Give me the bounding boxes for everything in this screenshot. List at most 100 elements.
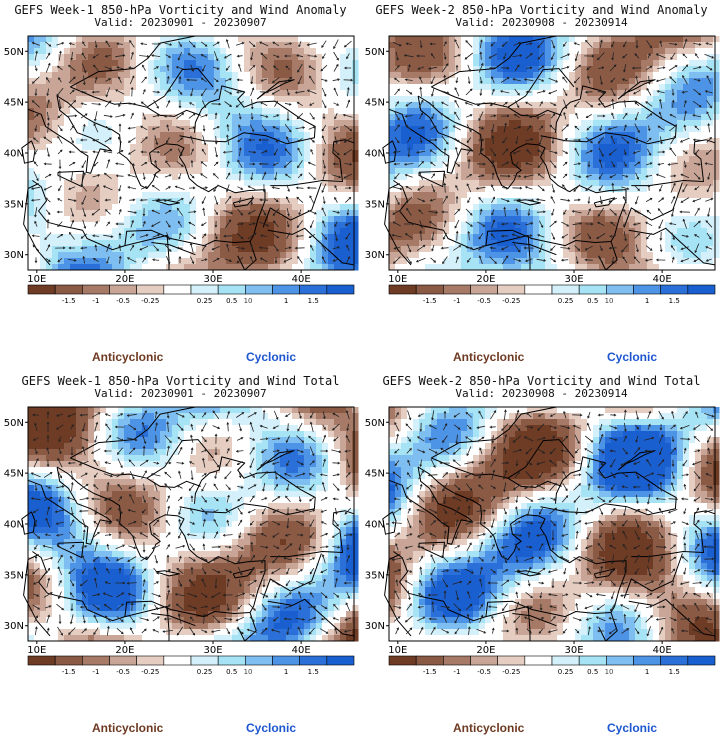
colorbar-swatch [190, 284, 219, 295]
panel-title: GEFS Week-2 850-hPa Vorticity and Wind A… [375, 3, 708, 17]
colorbar-tick-label: -1.5 [423, 668, 437, 676]
colorbar-swatch [606, 655, 634, 666]
cyclonic-label: Cyclonic [607, 721, 658, 735]
panel-valid-dates: Valid: 20230901 - 20230907 [94, 16, 267, 29]
colorbar-swatch [470, 284, 498, 295]
colorbar-swatch [633, 655, 661, 666]
panel-week2-anomaly: GEFS Week-2 850-hPa Vorticity and Wind A… [361, 0, 722, 371]
cyclonic-label: Cyclonic [607, 350, 658, 364]
colorbar-swatch [551, 655, 580, 666]
lat-tick-label: 40N [4, 149, 24, 160]
panel-valid-dates: Valid: 20230901 - 20230907 [94, 387, 267, 400]
colorbar-tick-label: 1.5 [308, 668, 319, 676]
colorbar-swatch [163, 655, 192, 666]
colorbar-swatch [82, 655, 110, 666]
colorbar-tick-label: 0.25 [197, 668, 213, 676]
colorbar-tick-label: 1 [284, 668, 288, 676]
colorbar-swatch [551, 284, 580, 295]
colorbar-tick-label: -0.5 [116, 297, 130, 305]
lon-tick-label: 20E [476, 645, 495, 656]
colorbar-swatch [687, 655, 716, 666]
vorticity-shading [28, 407, 359, 642]
colorbar-tick-label: 1.5 [669, 668, 680, 676]
colorbar-swatch [109, 655, 137, 666]
colorbar-tick-label: -0.25 [141, 297, 159, 305]
lon-tick-label: 40E [653, 274, 672, 285]
vorticity-map: 50N 45N 40N 35N 30N 10E 20E 30E 40E -1.5 -1 -0.5 -0.… [4, 35, 359, 305]
colorbar: -1.5 -1 -0.5 -0.25 0.25 0.5 1 1.5 10 [388, 655, 716, 676]
coastlines [21, 35, 355, 271]
lat-tick-label: 35N [4, 199, 24, 210]
colorbar-tick-label: 0.5 [587, 297, 598, 305]
colorbar-tick-label: 0.25 [558, 668, 574, 676]
lat-tick-label: 50N [4, 418, 24, 429]
anticyclonic-label: Anticyclonic [453, 350, 525, 364]
colorbar-swatch [578, 655, 607, 666]
colorbar-tick-label: -1 [453, 668, 460, 676]
lat-tick-label: 30N [365, 621, 385, 632]
colorbar-swatch [272, 284, 300, 295]
colorbar-swatch [415, 655, 444, 666]
lon-tick-label: 20E [115, 645, 134, 656]
lon-tick-label: 10E [27, 274, 46, 285]
lat-tick-label: 45N [365, 98, 385, 109]
lon-tick-label: 30E [204, 274, 223, 285]
colorbar-tick-label: 1 [645, 297, 649, 305]
panel-valid-dates: Valid: 20230908 - 20230914 [455, 387, 628, 400]
colorbar-swatch [497, 655, 526, 666]
colorbar-scale-label: 10 [244, 668, 253, 676]
lat-tick-label: 50N [365, 418, 385, 429]
panel-week1-total: GEFS Week-1 850-hPa Vorticity and Wind T… [0, 371, 361, 742]
colorbar-swatch [109, 284, 137, 295]
colorbar-tick-label: 0.5 [587, 668, 598, 676]
colorbar-tick-label: 0.5 [226, 297, 237, 305]
colorbar-swatch [606, 284, 634, 295]
wind-vectors [30, 38, 354, 265]
colorbar-tick-label: 1 [645, 668, 649, 676]
colorbar-swatch [578, 284, 607, 295]
colorbar-swatch [217, 284, 246, 295]
colorbar-swatch [524, 284, 553, 295]
colorbar-swatch [299, 655, 328, 666]
panel-valid-dates: Valid: 20230908 - 20230914 [455, 16, 628, 29]
lat-tick-label: 30N [4, 621, 24, 632]
vorticity-map: 50N 45N 40N 35N 30N 10E 20E 30E 40E -1.5 -1 -0.5 -0.… [365, 35, 720, 305]
wind-vectors [391, 38, 715, 265]
lon-tick-label: 40E [653, 645, 672, 656]
colorbar-tick-label: -1 [92, 668, 99, 676]
panel-title: GEFS Week-1 850-hPa Vorticity and Wind A… [14, 3, 347, 17]
colorbar-scale-label: 10 [244, 297, 253, 305]
colorbar-swatch [443, 284, 471, 295]
cyclonic-label: Cyclonic [246, 350, 297, 364]
colorbar-swatch [217, 655, 246, 666]
lat-tick-label: 35N [4, 570, 24, 581]
colorbar-tick-label: -1 [453, 297, 460, 305]
colorbar-tick-label: -0.5 [116, 668, 130, 676]
colorbar-swatch [633, 284, 661, 295]
lat-tick-label: 35N [365, 570, 385, 581]
lon-tick-label: 40E [292, 645, 311, 656]
colorbar-tick-label: -1.5 [62, 297, 76, 305]
colorbar-swatch [54, 655, 83, 666]
colorbar-tick-label: -0.5 [477, 668, 491, 676]
colorbar-tick-label: 1.5 [308, 297, 319, 305]
lat-tick-label: 35N [365, 199, 385, 210]
colorbar-swatch [190, 655, 219, 666]
anticyclonic-label: Anticyclonic [92, 350, 164, 364]
colorbar-swatch [660, 655, 689, 666]
colorbar-swatch [163, 284, 192, 295]
colorbar-scale-label: 10 [605, 668, 614, 676]
lat-tick-label: 40N [4, 520, 24, 531]
lon-tick-label: 30E [204, 645, 223, 656]
colorbar-swatch [245, 655, 273, 666]
panel-week1-anomaly: GEFS Week-1 850-hPa Vorticity and Wind A… [0, 0, 361, 371]
colorbar-swatch [470, 655, 498, 666]
colorbar-swatch [136, 655, 165, 666]
colorbar: -1.5 -1 -0.5 -0.25 0.25 0.5 1 1.5 10 [27, 655, 355, 676]
lon-tick-label: 10E [27, 645, 46, 656]
colorbar-swatch [245, 284, 273, 295]
colorbar-swatch [27, 655, 56, 666]
colorbar-tick-label: -0.25 [502, 297, 520, 305]
lon-tick-label: 30E [565, 645, 584, 656]
colorbar-swatch [272, 655, 300, 666]
